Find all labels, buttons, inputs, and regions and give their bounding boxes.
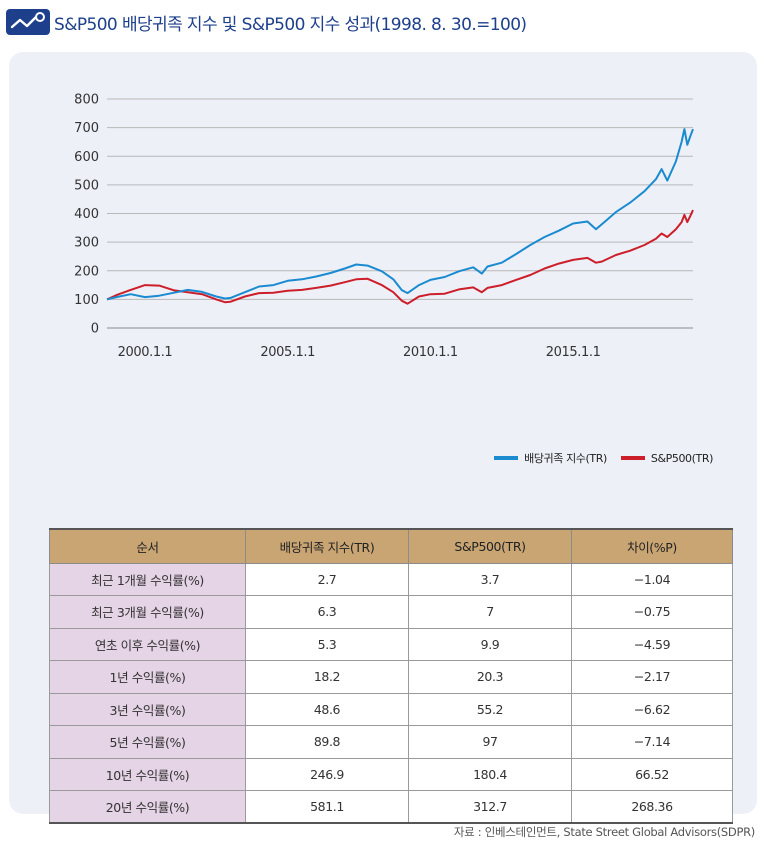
returns-table: 순서 배당귀족 지수(TR) S&P500(TR) 차이(%P) 최근 1개월 … — [49, 528, 733, 824]
table-row: 최근 3개월 수익률(%) 6.3 7 −0.75 — [49, 595, 733, 629]
table-header: 순서 — [49, 528, 246, 564]
table-cell: 312.7 — [408, 790, 572, 824]
x-tick-label: 2005.1.1 — [260, 345, 315, 360]
chart-panel: 0 100 200 300 400 500 600 700 800 2000.1.1 2005.1… — [9, 52, 757, 824]
table-cell: 9.9 — [408, 627, 572, 661]
y-tick-label: 200 — [74, 264, 99, 279]
table-cell: 180.4 — [408, 757, 572, 791]
y-tick-label: 0 — [91, 322, 99, 337]
y-tick-label: 300 — [74, 236, 99, 251]
table-cell: 89.8 — [245, 725, 409, 759]
row-label: 1년 수익률(%) — [49, 660, 246, 694]
table-cell: 7 — [408, 595, 572, 629]
y-axis-ticks: 0 100 200 300 400 500 600 700 800 — [74, 93, 99, 337]
table-row: 20년 수익률(%) 581.1 312.7 268.36 — [49, 790, 733, 824]
chart-legend: 배당귀족 지수(TR) S&P500(TR) — [480, 450, 713, 466]
row-label: 최근 1개월 수익률(%) — [49, 562, 246, 596]
table-cell: 6.3 — [245, 595, 409, 629]
table-cell: −6.62 — [571, 692, 733, 726]
y-tick-label: 800 — [74, 93, 99, 108]
y-tick-label: 400 — [74, 207, 99, 222]
table-header: S&P500(TR) — [408, 528, 572, 564]
row-label: 20년 수익률(%) — [49, 790, 246, 824]
series-lines — [106, 128, 694, 305]
row-label: 최근 3개월 수익률(%) — [49, 595, 246, 629]
table-row: 10년 수익률(%) 246.9 180.4 66.52 — [49, 757, 733, 791]
y-tick-label: 500 — [74, 178, 99, 193]
table-row: 1년 수익률(%) 18.2 20.3 −2.17 — [49, 660, 733, 694]
table-cell: 2.7 — [245, 562, 409, 596]
table-cell: 18.2 — [245, 660, 409, 694]
table-cell: 66.52 — [571, 757, 733, 791]
table-cell: 3.7 — [408, 562, 572, 596]
table-cell: −7.14 — [571, 725, 733, 759]
performance-line-chart: 0 100 200 300 400 500 600 700 800 2000.1.1 2005.1… — [74, 93, 694, 360]
table-row: 5년 수익률(%) 89.8 97 −7.14 — [49, 725, 733, 759]
table-cell: 55.2 — [408, 692, 572, 726]
y-tick-label: 600 — [74, 150, 99, 165]
table-row: 3년 수익률(%) 48.6 55.2 −6.62 — [49, 692, 733, 726]
table-row: 연초 이후 수익률(%) 5.3 9.9 −4.59 — [49, 627, 733, 661]
x-tick-label: 2015.1.1 — [546, 345, 601, 360]
table-header: 차이(%P) — [571, 528, 733, 564]
table-header-row: 순서 배당귀족 지수(TR) S&P500(TR) 차이(%P) — [49, 528, 733, 564]
legend-label: S&P500(TR) — [650, 451, 714, 465]
y-tick-label: 100 — [74, 293, 99, 308]
table-cell: 48.6 — [245, 692, 409, 726]
x-tick-label: 2010.1.1 — [403, 345, 458, 360]
table-row: 최근 1개월 수익률(%) 2.7 3.7 −1.04 — [49, 562, 733, 596]
row-label: 5년 수익률(%) — [49, 725, 246, 759]
table-cell: 268.36 — [571, 790, 733, 824]
table-cell: 20.3 — [408, 660, 572, 694]
x-axis-ticks: 2000.1.1 2005.1.1 2010.1.1 2015.1.1 — [118, 345, 601, 360]
legend-label: 배당귀족 지수(TR) — [524, 452, 607, 465]
grid-lines — [107, 98, 693, 329]
page-title: S&P500 배당귀족 지수 및 S&P500 지수 성과(1998. 8. 3… — [54, 14, 527, 35]
table-cell: 97 — [408, 725, 572, 759]
table-cell: −1.04 — [571, 562, 733, 596]
chart-line-icon — [6, 9, 50, 35]
legend-swatch-blue — [494, 456, 519, 460]
table-cell: 5.3 — [245, 627, 409, 661]
source-note: 자료 : 인베스테인먼트, State Street Global Adviso… — [453, 825, 755, 839]
x-tick-label: 2000.1.1 — [118, 345, 173, 360]
row-label: 10년 수익률(%) — [49, 757, 246, 791]
table-cell: −4.59 — [571, 627, 733, 661]
table-cell: −2.17 — [571, 660, 733, 694]
series-line-dividend-aristocrats — [106, 128, 694, 301]
table-cell: 581.1 — [245, 790, 409, 824]
series-line-sp500 — [106, 209, 694, 305]
legend-item-dividend-aristocrats: 배당귀족 지수(TR) — [494, 450, 607, 466]
legend-swatch-red — [620, 456, 645, 460]
table-header: 배당귀족 지수(TR) — [245, 528, 409, 564]
row-label: 3년 수익률(%) — [49, 692, 246, 726]
table-cell: 246.9 — [245, 757, 409, 791]
header: S&P500 배당귀족 지수 및 S&P500 지수 성과(1998. 8. 3… — [6, 8, 527, 36]
row-label: 연초 이후 수익률(%) — [49, 627, 246, 661]
table-cell: −0.75 — [571, 595, 733, 629]
y-tick-label: 700 — [74, 121, 99, 136]
legend-item-sp500: S&P500(TR) — [620, 451, 714, 465]
